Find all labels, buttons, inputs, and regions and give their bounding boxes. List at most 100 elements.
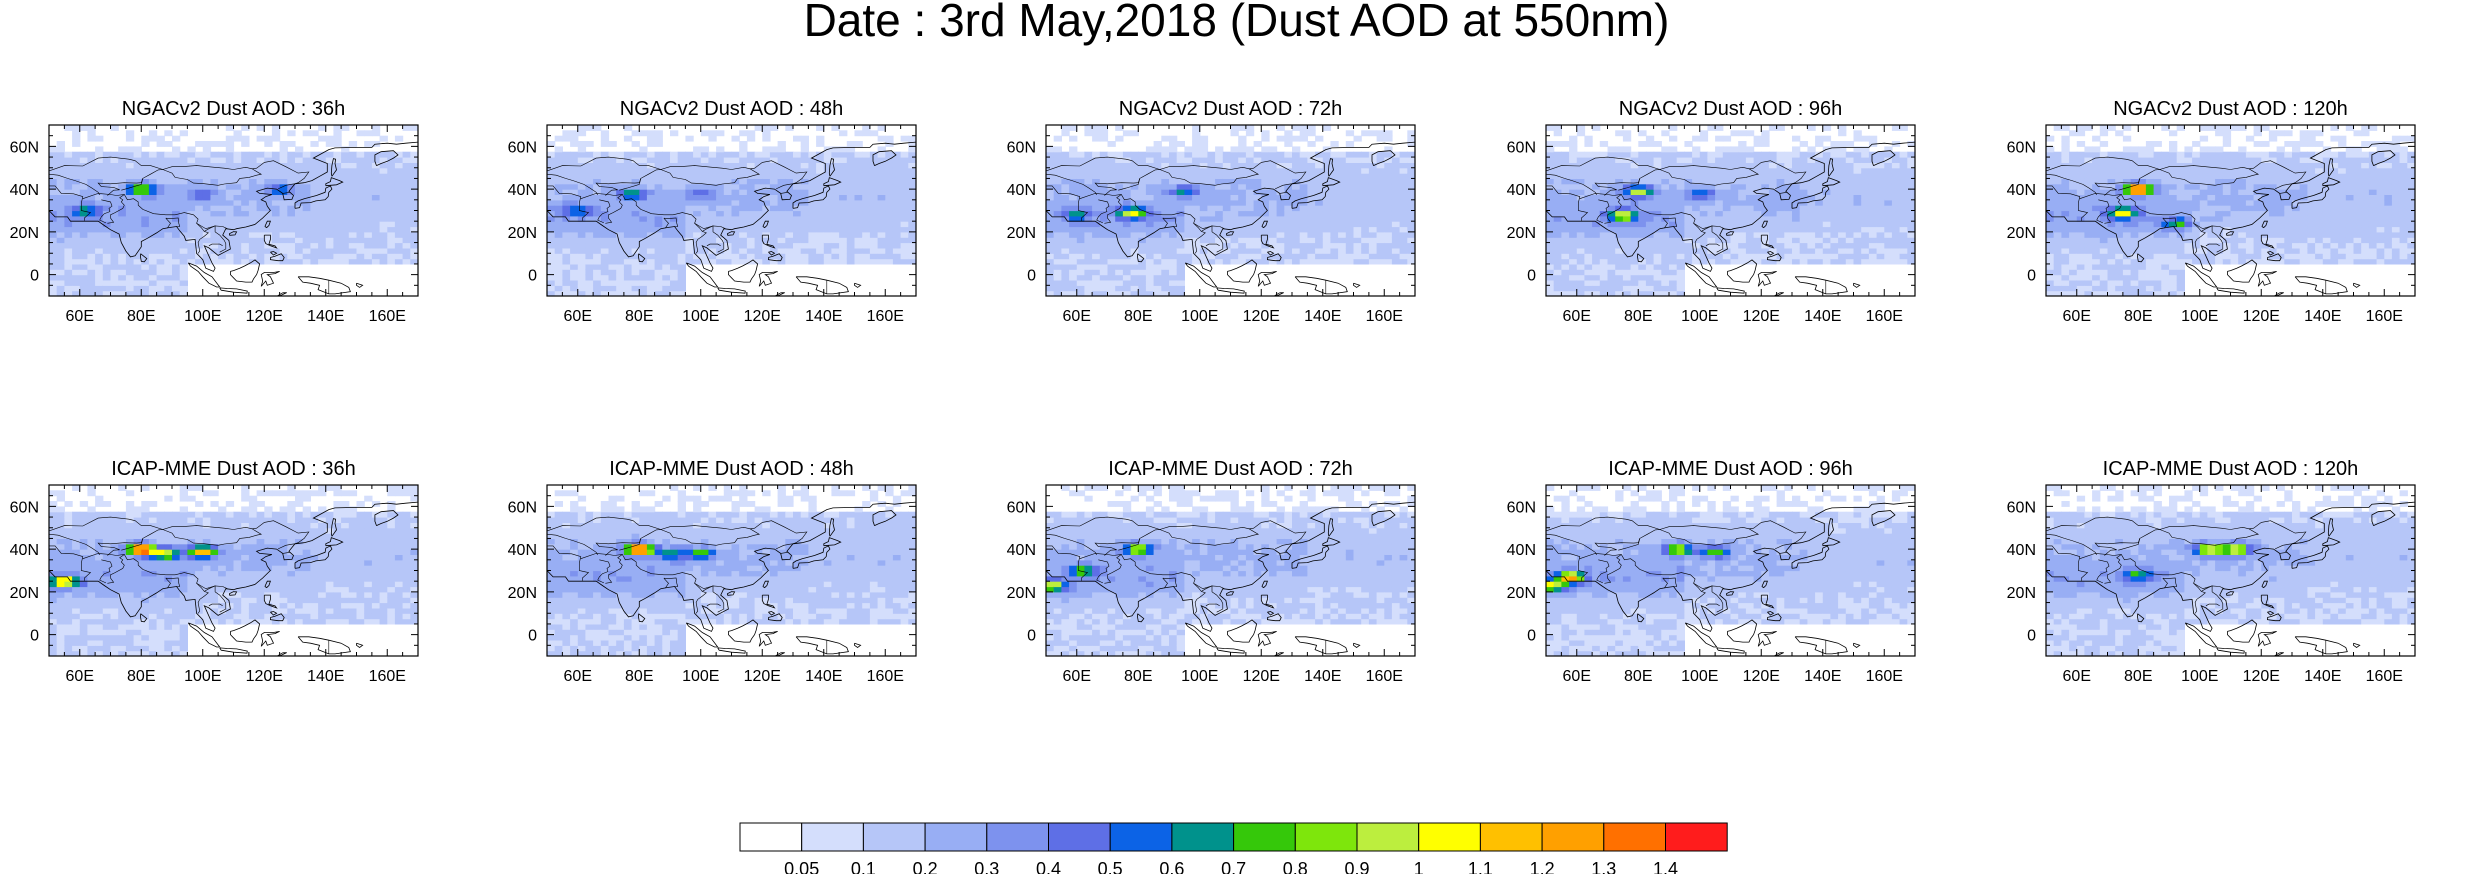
aod-cell (1368, 194, 1378, 201)
aod-cell (1761, 183, 1770, 190)
aod-cell (1638, 210, 1647, 217)
aod-cell (202, 205, 212, 212)
aod-cell (754, 194, 763, 201)
aod-cell (172, 280, 181, 286)
aod-cell (577, 226, 587, 233)
aod-cell (1368, 210, 1378, 217)
aod-cell (1599, 210, 1609, 217)
aod-cell (318, 210, 327, 217)
aod-cell (256, 205, 265, 212)
aod-cell (816, 167, 825, 174)
aod-cell (1299, 162, 1308, 169)
aod-cell (279, 237, 288, 244)
aod-cell (570, 135, 579, 142)
aod-cell (187, 162, 196, 169)
aod-cell (1561, 231, 1570, 238)
aod-cell (1676, 247, 1685, 254)
aod-cell (371, 178, 381, 185)
aod-cell (877, 215, 886, 222)
aod-cell (118, 274, 127, 281)
aod-cell (900, 205, 909, 212)
aod-cell (600, 151, 610, 158)
aod-cell (823, 183, 833, 190)
aod-cell (49, 231, 58, 238)
aod-cell (831, 167, 840, 174)
aod-cell (1669, 221, 1678, 228)
aod-cell (1138, 274, 1147, 281)
aod-cell (1569, 290, 1578, 296)
aod-cell (1292, 247, 1301, 254)
aod-cell (1661, 167, 1670, 174)
aod-cell (1815, 141, 1824, 147)
country-border (1046, 173, 1097, 196)
aod-cell (1330, 215, 1339, 222)
aod-cell (1407, 151, 1415, 158)
aod-cell (623, 173, 633, 179)
aod-cell (87, 125, 96, 131)
aod-cell (854, 157, 863, 163)
aod-cell (1053, 135, 1062, 142)
aod-cell (1368, 157, 1378, 163)
aod-cell (793, 151, 802, 158)
aod-cell (1161, 162, 1170, 169)
aod-cell (562, 258, 571, 265)
aod-cell (1345, 247, 1355, 254)
aod-cell (731, 162, 740, 169)
aod-cell (1607, 242, 1616, 249)
aod-cell (95, 157, 104, 163)
aod-cell (1238, 173, 1247, 179)
aod-cell (325, 178, 335, 185)
aod-cell (693, 167, 702, 174)
aod-cell (1268, 258, 1278, 265)
aod-cell (631, 231, 640, 238)
aod-cell (800, 237, 809, 244)
aod-cell (554, 269, 563, 276)
aod-cell (1176, 141, 1185, 147)
aod-cell (233, 135, 242, 142)
aod-cell (410, 162, 418, 169)
aod-cell (1768, 125, 1778, 131)
aod-cell (1715, 157, 1724, 163)
aod-cell (1799, 221, 1808, 228)
aod-cell (662, 237, 671, 244)
aod-cell (1161, 151, 1170, 158)
aod-cell (585, 237, 594, 244)
aod-cell (869, 183, 879, 190)
aod-cell (410, 215, 418, 222)
aod-cell (141, 280, 150, 286)
aod-cell (1138, 242, 1147, 249)
aod-cell (1107, 221, 1116, 228)
aod-cell (677, 199, 686, 206)
aod-cell (295, 151, 304, 158)
aod-cell (1761, 162, 1770, 169)
aod-cell (1230, 258, 1239, 265)
aod-cell (662, 199, 671, 206)
aod-cell (1576, 178, 1586, 185)
aod-cell (1130, 215, 1139, 222)
aod-cell (769, 258, 779, 265)
aod-cell (1546, 162, 1555, 169)
aod-cell (1161, 274, 1170, 281)
aod-cell (1076, 221, 1086, 228)
aod-cell (118, 242, 127, 249)
aod-cell (1069, 258, 1078, 265)
aod-cell (585, 226, 594, 233)
aod-cell (195, 194, 204, 201)
aod-cell (1046, 242, 1055, 249)
aod-cell (1684, 215, 1693, 222)
aod-cell (631, 178, 640, 185)
aod-cell (631, 167, 640, 174)
aod-cell (654, 189, 663, 195)
aod-cell (1645, 189, 1655, 195)
aod-cell (102, 194, 112, 201)
aod-cell (1107, 210, 1116, 217)
aod-cell (1676, 269, 1685, 276)
aod-cell (654, 274, 663, 281)
country-border (694, 223, 707, 254)
aod-cell (1738, 183, 1747, 190)
aod-cell (1222, 194, 1232, 201)
aod-cell (1699, 253, 1709, 260)
aod-cell (1076, 263, 1086, 270)
aod-cell (1546, 237, 1555, 244)
aod-cell (1115, 263, 1124, 270)
